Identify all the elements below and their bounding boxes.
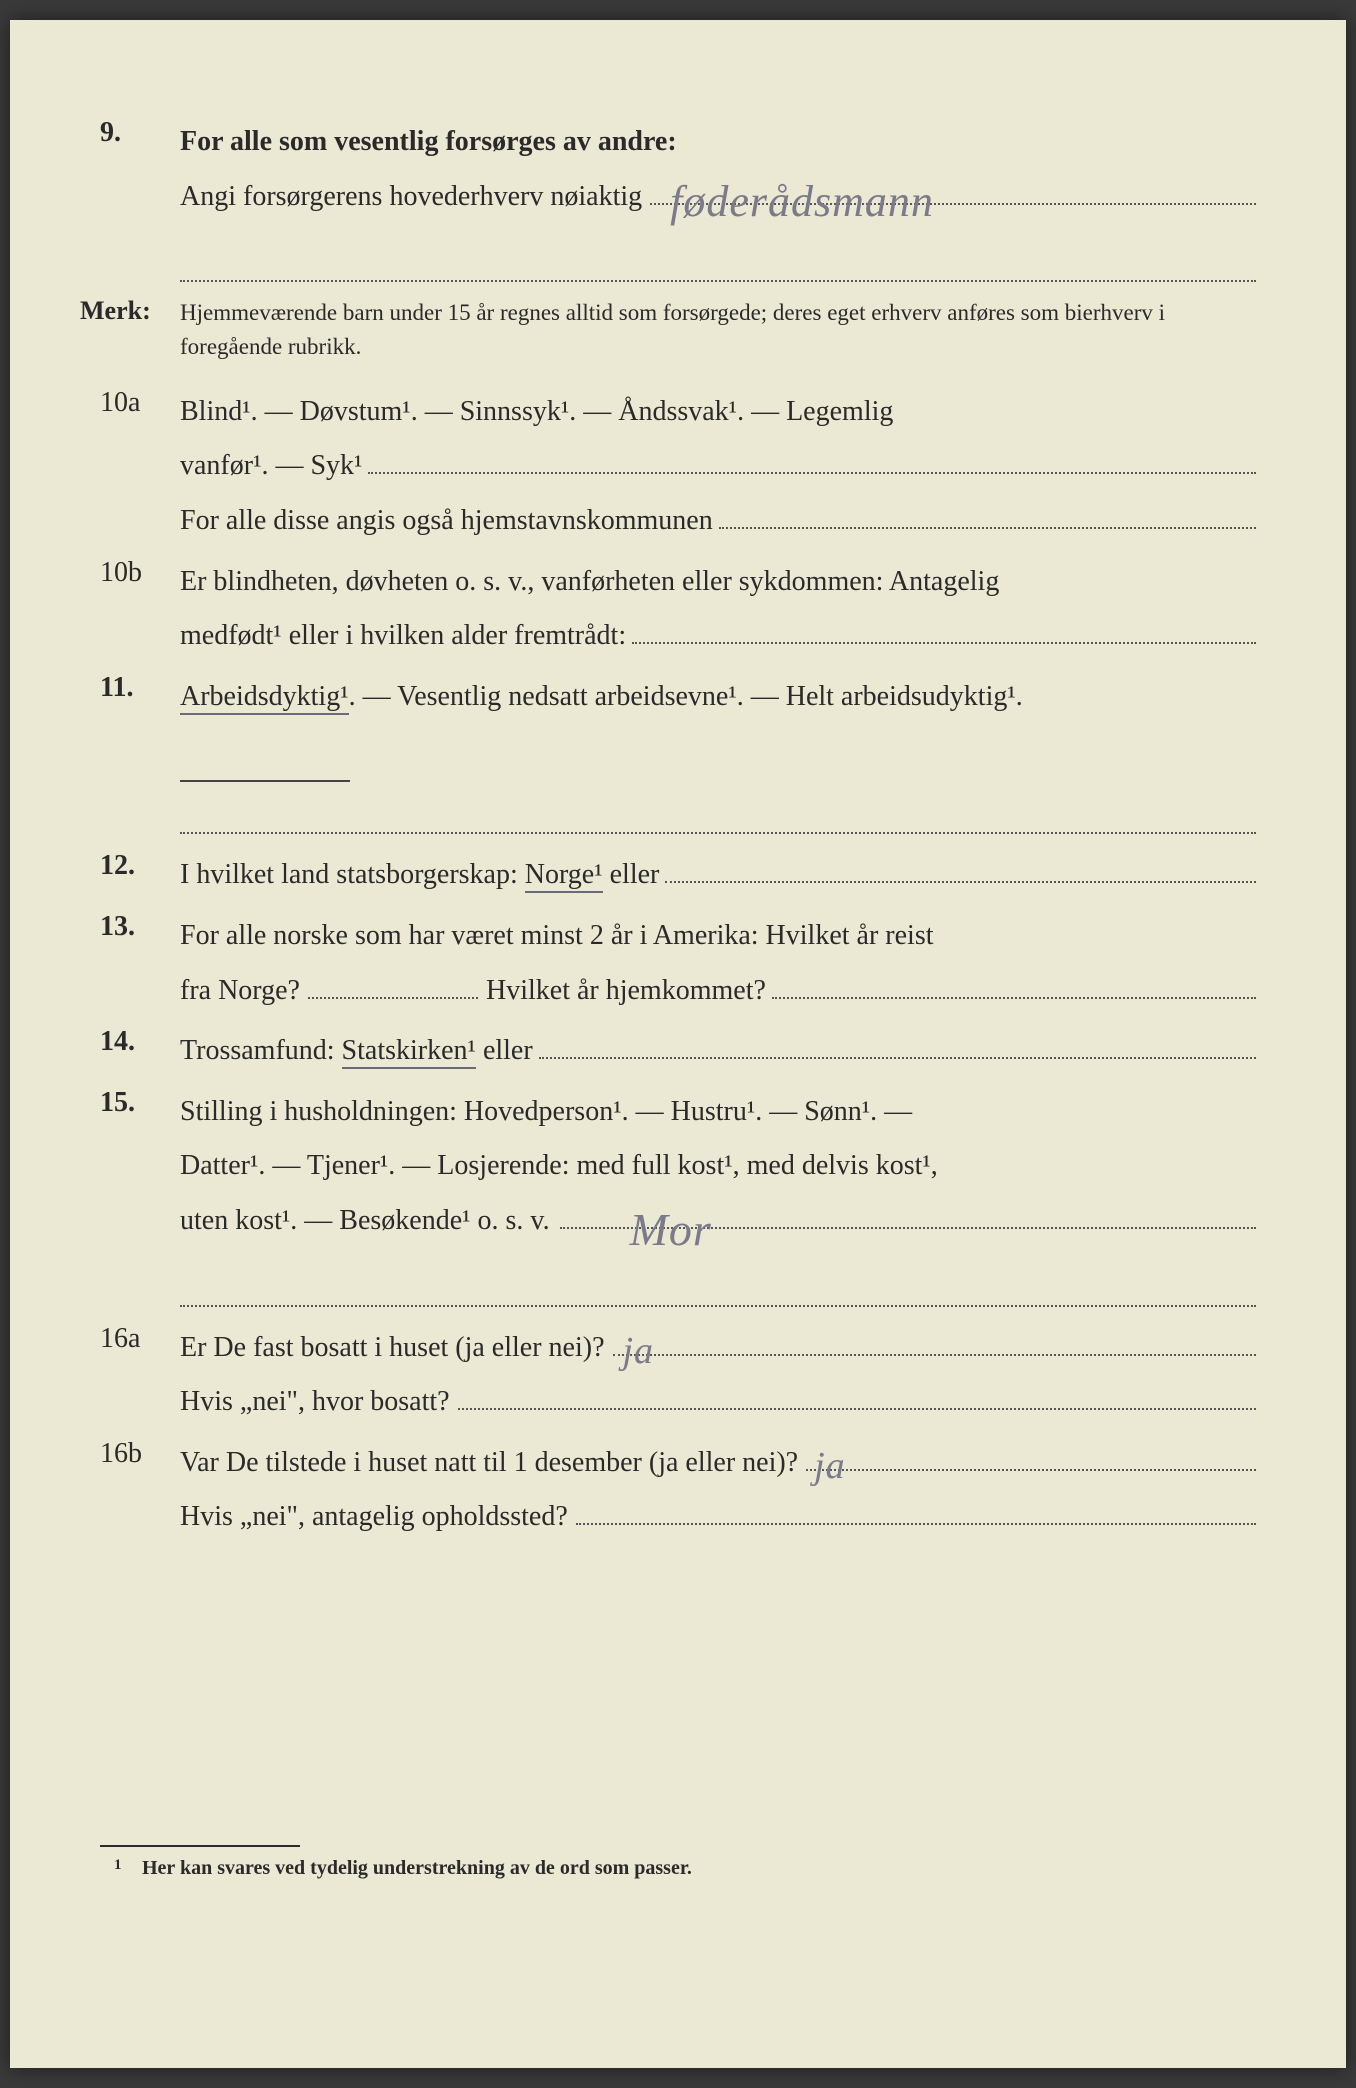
footnote-rule xyxy=(100,1845,300,1847)
q16b-line2: Hvis „nei", antagelig opholdssted? xyxy=(180,1490,568,1545)
q14-underlined: Statskirken¹ xyxy=(342,1035,476,1069)
q10b-line2: medfødt¹ eller i hvilken alder fremtrådt… xyxy=(180,609,626,664)
q9-line2-prefix: Angi forsørgerens hovederhverv nøiaktig xyxy=(180,170,642,225)
q16a-number: 16a xyxy=(100,1321,180,1355)
merk-label: Merk: xyxy=(80,296,180,326)
footnote: 1 Her kan svares ved tydelig understrekn… xyxy=(100,1857,1256,1880)
merk-text: Hjemmeværende barn under 15 år regnes al… xyxy=(180,296,1256,363)
q13-line1: For alle norske som har været minst 2 år… xyxy=(180,909,1256,964)
q11-rest: . — Vesentlig nedsatt arbeidsevne¹. — He… xyxy=(349,681,1023,712)
q10b-number: 10b xyxy=(100,555,180,589)
q10a-line1: Blind¹. — Døvstum¹. — Sinnssyk¹. — Åndss… xyxy=(180,385,1256,440)
question-16b: 16b Var De tilstede i huset natt til 1 d… xyxy=(100,1436,1256,1545)
q10a-line2: vanfør¹. — Syk¹ xyxy=(180,439,362,494)
q12-prefix: I hvilket land statsborgerskap: xyxy=(180,859,525,890)
q11-blank-line-2 xyxy=(180,782,1256,834)
q15-number: 15. xyxy=(100,1085,180,1119)
q14-number: 14. xyxy=(100,1024,180,1058)
q12-number: 12. xyxy=(100,848,180,882)
q16b-number: 16b xyxy=(100,1436,180,1470)
q13-line2b: Hvilket år hjemkommet? xyxy=(486,964,766,1019)
question-10a: 10a Blind¹. — Døvstum¹. — Sinnssyk¹. — Å… xyxy=(100,385,1256,549)
q13-line2a: fra Norge? xyxy=(180,964,300,1019)
q9-handwritten: føderådsmann xyxy=(670,159,934,245)
q10a-number: 10a xyxy=(100,385,180,419)
q11-underlined: Arbeidsdyktig¹ xyxy=(180,681,349,715)
q15-line3: uten kost¹. — Besøkende¹ o. s. v. xyxy=(180,1194,550,1249)
q11-blank-line xyxy=(180,730,350,782)
question-9: 9. For alle som vesentlig forsørges av a… xyxy=(100,115,1256,224)
document-page: 9. For alle som vesentlig forsørges av a… xyxy=(10,20,1346,2068)
q14-prefix: Trossamfund: xyxy=(180,1035,342,1066)
q16b-handwritten: ja xyxy=(814,1429,846,1503)
question-13: 13. For alle norske som har været minst … xyxy=(100,909,1256,1018)
q15-blank-line xyxy=(180,1255,1256,1307)
q14-after: eller xyxy=(476,1035,533,1066)
question-12: 12. I hvilket land statsborgerskap: Norg… xyxy=(100,848,1256,903)
merk-note: Merk: Hjemmeværende barn under 15 år reg… xyxy=(80,296,1256,363)
q9-number: 9. xyxy=(100,115,180,149)
q11-number: 11. xyxy=(100,670,180,704)
q16a-line2: Hvis „nei", hvor bosatt? xyxy=(180,1375,450,1430)
q16b-line1: Var De tilstede i huset natt til 1 desem… xyxy=(180,1436,798,1491)
question-10b: 10b Er blindheten, døvheten o. s. v., va… xyxy=(100,555,1256,664)
footnote-num: 1 xyxy=(114,1857,122,1874)
q13-number: 13. xyxy=(100,909,180,943)
q15-line1: Stilling i husholdningen: Hovedperson¹. … xyxy=(180,1085,1256,1140)
q12-after: eller xyxy=(603,859,660,890)
question-16a: 16a Er De fast bosatt i huset (ja eller … xyxy=(100,1321,1256,1430)
q15-handwritten: Mor xyxy=(630,1185,712,1275)
question-14: 14. Trossamfund: Statskirken¹ eller xyxy=(100,1024,1256,1079)
q10a-line3: For alle disse angis også hjemstavnskomm… xyxy=(180,494,713,549)
footnote-text: Her kan svares ved tydelig understreknin… xyxy=(142,1857,692,1879)
q10b-line1: Er blindheten, døvheten o. s. v., vanfør… xyxy=(180,555,1256,610)
question-11: 11. Arbeidsdyktig¹. — Vesentlig nedsatt … xyxy=(100,670,1256,725)
q16a-line1: Er De fast bosatt i huset (ja eller nei)… xyxy=(180,1321,605,1376)
question-15: 15. Stilling i husholdningen: Hovedperso… xyxy=(100,1085,1256,1249)
q16a-handwritten: ja xyxy=(623,1314,655,1388)
q15-line2: Datter¹. — Tjener¹. — Losjerende: med fu… xyxy=(180,1139,1256,1194)
q12-underlined: Norge¹ xyxy=(525,859,603,893)
